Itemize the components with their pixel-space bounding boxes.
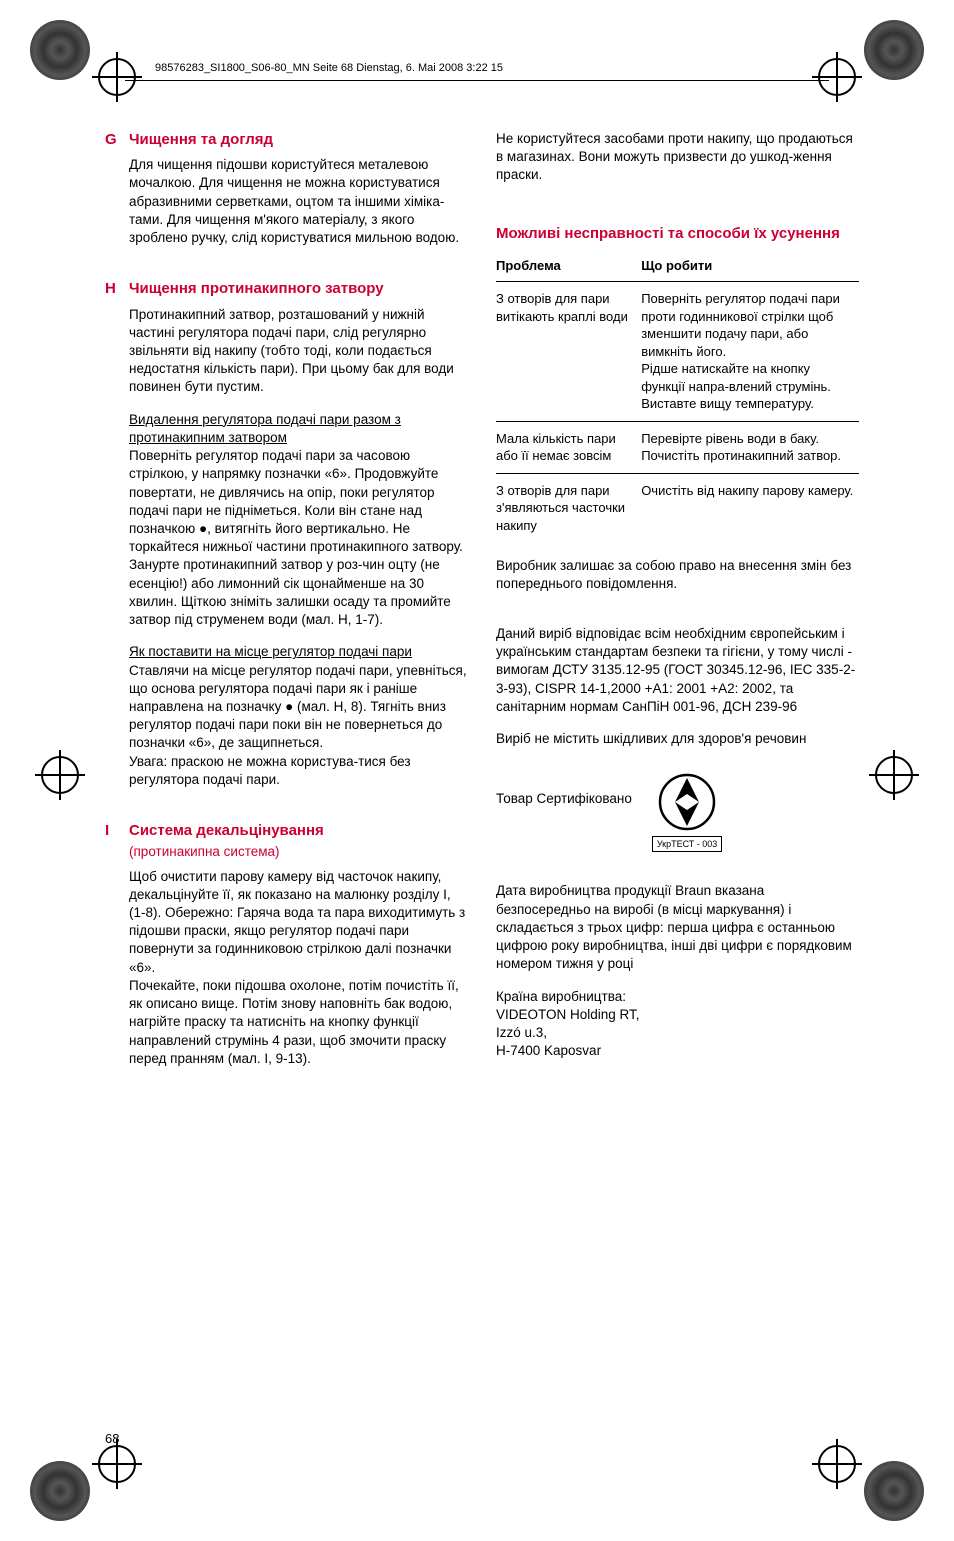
left-column: G Чищення та догляд Для чищення підошви … (105, 130, 468, 1082)
paragraph: Почекайте, поки підошва охолоне, потім п… (129, 977, 468, 1068)
content-area: G Чищення та догляд Для чищення підошви … (105, 130, 859, 1082)
section-g-body: Для чищення підошви користуйтеся металев… (105, 156, 468, 247)
table-row: Мала кількість пари або її немає зовсімП… (496, 421, 859, 473)
paragraph: Ставлячи на місце регулятор подачі пари,… (129, 662, 468, 753)
table-header: Що робити (641, 253, 859, 281)
table-cell: Перевірте рівень води в баку. Почистіть … (641, 421, 859, 473)
compliance-text: Даний виріб відповідає всім необхідним є… (496, 625, 859, 716)
header-text: 98576283_SI1800_S06-80_MN Seite 68 Diens… (155, 62, 503, 74)
paragraph: Поверніть регулятор подачі пари за часов… (129, 447, 468, 629)
table-row: З отворів для пари витікають краплі води… (496, 281, 859, 421)
corner-ornament (30, 20, 90, 80)
section-letter: H (105, 279, 121, 299)
cert-box-text: УкрТЕСТ - 003 (652, 836, 722, 852)
manufacturer-address: VIDEOTON Holding RT, Izzó u.3, H-7400 Ka… (496, 1006, 859, 1061)
section-subtitle: (протинакипна система) (129, 843, 468, 861)
paragraph: Протинакипний затвор, розташований у ниж… (129, 306, 468, 397)
section-i-body: (протинакипна система) Щоб очистити паро… (105, 843, 468, 1068)
registration-mark (812, 52, 862, 102)
section-letter: I (105, 821, 121, 841)
disclaimer: Виробник залишає за собою право на внесе… (496, 557, 859, 593)
registration-mark (35, 750, 85, 800)
corner-ornament (30, 1461, 90, 1521)
table-cell: Очистіть від накипу парову камеру. (641, 473, 859, 542)
header-rule (125, 80, 829, 81)
no-harm-text: Виріб не містить шкідливих для здоров'я … (496, 730, 859, 748)
troubleshoot-table: Проблема Що робити З отворів для пари ви… (496, 253, 859, 542)
table-cell: Мала кількість пари або її немає зовсім (496, 421, 641, 473)
section-title: Система декальцінування (129, 821, 324, 841)
certification-block: Товар Сертифіковано УкрТЕСТ - 003 (496, 772, 859, 852)
top-paragraph: Не користуйтеся засобами проти накипу, щ… (496, 130, 859, 185)
country-label: Країна виробництва: (496, 988, 859, 1006)
corner-ornament (864, 1461, 924, 1521)
table-header: Проблема (496, 253, 641, 281)
table-row: З отворів для пари з'являються часточки … (496, 473, 859, 542)
registration-mark (869, 750, 919, 800)
subheading: Як поставити на місце регулятор подачі п… (129, 643, 468, 661)
cert-label: Товар Сертифіковано (496, 772, 632, 808)
section-title: Чищення та догляд (129, 130, 273, 150)
section-i-heading: I Система декальцінування (105, 821, 468, 841)
registration-mark (92, 52, 142, 102)
production-date-text: Дата виробництва продукції Braun вказана… (496, 882, 859, 973)
section-h-heading: H Чищення протинакипного затвору (105, 279, 468, 299)
cert-mark: УкрТЕСТ - 003 (652, 772, 722, 852)
section-g-heading: G Чищення та догляд (105, 130, 468, 150)
table-cell: З отворів для пари з'являються часточки … (496, 473, 641, 542)
registration-mark (92, 1439, 142, 1489)
paragraph: Щоб очистити парову камеру від часточок … (129, 868, 468, 977)
registration-mark (812, 1439, 862, 1489)
warning-text: Увага: праскою не можна користува-тися б… (129, 753, 468, 789)
section-letter: G (105, 130, 121, 150)
section-title: Чищення протинакипного затвору (129, 279, 384, 299)
cert-logo-icon (657, 772, 717, 832)
section-h-body: Протинакипний затвор, розташований у ниж… (105, 306, 468, 789)
subheading: Видалення регулятора подачі пари разом з… (129, 411, 468, 447)
table-cell: З отворів для пари витікають краплі води (496, 281, 641, 421)
troubleshoot-heading: Можливі несправності та способи їх усуне… (496, 225, 859, 244)
corner-ornament (864, 20, 924, 80)
right-column: Не користуйтеся засобами проти накипу, щ… (496, 130, 859, 1082)
page-number: 68 (105, 1431, 119, 1446)
table-cell: Поверніть регулятор подачі пари проти го… (641, 281, 859, 421)
